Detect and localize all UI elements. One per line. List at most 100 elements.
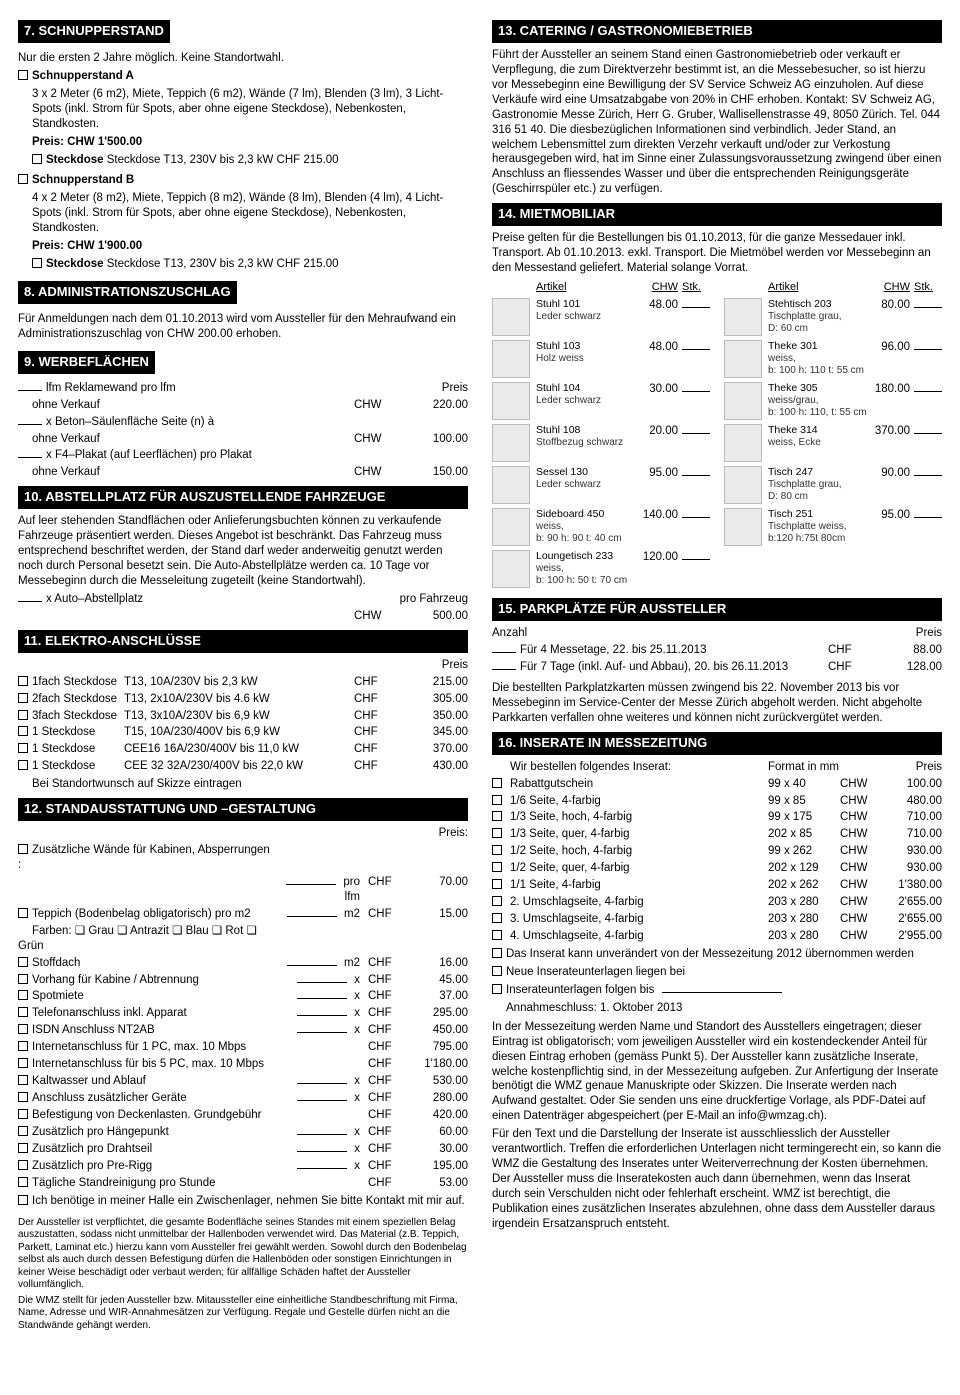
qty-blank[interactable] (297, 973, 347, 983)
qty-blank[interactable] (297, 1023, 347, 1033)
checkbox-icon[interactable] (18, 1160, 28, 1170)
checkbox-icon[interactable] (18, 1126, 28, 1136)
qty-blank[interactable] (286, 875, 336, 885)
checkbox-icon[interactable] (18, 990, 28, 1000)
table-row: Teppich (Bodenbelag obligatorisch) pro m… (18, 907, 468, 922)
qty-blank[interactable] (297, 1159, 347, 1169)
furniture-thumb (492, 508, 530, 546)
s7-b-steck: Steckdose T13, 230V bis 2,3 kW CHF 215.0… (107, 258, 339, 270)
table-row: Rabattgutschein99 x 40CHW100.00 (492, 777, 942, 792)
qty-blank[interactable] (287, 956, 337, 966)
s8-text: Für Anmeldungen nach dem 01.10.2013 wird… (18, 312, 468, 342)
qty-blank[interactable] (914, 424, 942, 434)
table-row: 1/1 Seite, 4-farbig202 x 262CHW1'380.00 (492, 878, 942, 893)
checkbox-icon[interactable] (18, 676, 28, 686)
checkbox-icon[interactable] (492, 778, 502, 788)
qty-blank[interactable] (682, 298, 710, 308)
checkbox-icon[interactable] (18, 1041, 28, 1051)
qty-blank[interactable] (914, 508, 942, 518)
checkbox-icon[interactable] (18, 957, 28, 967)
table-row: ISDN Anschluss NT2AB xCHF450.00 (18, 1023, 468, 1038)
qty-blank[interactable] (297, 1125, 347, 1135)
checkbox-icon[interactable] (18, 1058, 28, 1068)
qty-blank[interactable] (682, 424, 710, 434)
qty-blank[interactable] (682, 340, 710, 350)
checkbox-icon[interactable] (492, 828, 502, 838)
checkbox-icon[interactable] (18, 908, 28, 918)
left-column: 7. SCHNUPPERSTAND Nur die ersten 2 Jahre… (18, 14, 468, 1335)
table-row: Zusätzlich pro Hängepunkt xCHF60.00 (18, 1125, 468, 1140)
qty-blank[interactable] (297, 989, 347, 999)
checkbox-icon[interactable] (18, 70, 28, 80)
furniture-item: Loungetisch 233weiss,b: 100 h: 50 t: 70 … (492, 550, 710, 588)
s7-a-steck: Steckdose T13, 230V bis 2,3 kW CHF 215.0… (107, 154, 339, 166)
qty-blank[interactable] (18, 390, 42, 391)
qty-blank[interactable] (18, 457, 42, 458)
table-row: Vorhang für Kabine / Abtrennung xCHF45.0… (18, 973, 468, 988)
qty-blank[interactable] (914, 340, 942, 350)
furniture-item: Theke 305weiss/grau,b: 100 h: 110, t: 55… (724, 382, 942, 420)
checkbox-icon[interactable] (18, 693, 28, 703)
checkbox-icon[interactable] (492, 913, 502, 923)
checkbox-icon[interactable] (18, 1092, 28, 1102)
furniture-thumb (724, 340, 762, 378)
checkbox-icon[interactable] (492, 984, 502, 994)
furniture-item: Stuhl 101Leder schwarz48.00 (492, 298, 710, 336)
checkbox-icon[interactable] (18, 1143, 28, 1153)
section-16-title: 16. INSERATE IN MESSEZEITUNG (492, 732, 942, 755)
checkbox-icon[interactable] (492, 948, 502, 958)
qty-blank[interactable] (682, 466, 710, 476)
furniture-thumb (724, 382, 762, 420)
table-row: 1/2 Seite, hoch, 4-farbig99 x 262CHW930.… (492, 844, 942, 859)
table-row: Internetanschluss für bis 5 PC, max. 10 … (18, 1057, 468, 1072)
checkbox-icon[interactable] (18, 1177, 28, 1187)
table-row: Spotmiete xCHF37.00 (18, 989, 468, 1004)
checkbox-icon[interactable] (18, 760, 28, 770)
qty-blank[interactable] (492, 652, 516, 653)
checkbox-icon[interactable] (32, 258, 42, 268)
qty-blank[interactable] (914, 382, 942, 392)
checkbox-icon[interactable] (18, 710, 28, 720)
qty-blank[interactable] (297, 1006, 347, 1016)
checkbox-icon[interactable] (18, 726, 28, 736)
qty-blank[interactable] (682, 508, 710, 518)
checkbox-icon[interactable] (492, 879, 502, 889)
section-15-title: 15. PARKPLÄTZE FÜR AUSSTELLER (492, 598, 942, 621)
qty-blank[interactable] (18, 601, 42, 602)
furniture-item: Stehtisch 203Tischplatte grau,D: 60 cm80… (724, 298, 942, 336)
checkbox-icon[interactable] (18, 1024, 28, 1034)
checkbox-icon[interactable] (18, 1075, 28, 1085)
table-row: pro lfmCHF70.00 (18, 875, 468, 905)
qty-blank[interactable] (682, 550, 710, 560)
checkbox-icon[interactable] (492, 845, 502, 855)
qty-blank[interactable] (297, 1074, 347, 1084)
qty-blank[interactable] (287, 907, 337, 917)
checkbox-icon[interactable] (492, 811, 502, 821)
checkbox-icon[interactable] (18, 974, 28, 984)
checkbox-icon[interactable] (492, 966, 502, 976)
checkbox-icon[interactable] (18, 743, 28, 753)
qty-blank[interactable] (18, 424, 42, 425)
checkbox-icon[interactable] (18, 844, 28, 854)
checkbox-icon[interactable] (492, 795, 502, 805)
furniture-item: Stuhl 103Holz weiss48.00 (492, 340, 710, 378)
checkbox-icon[interactable] (32, 154, 42, 164)
qty-blank[interactable] (914, 466, 942, 476)
qty-blank[interactable] (682, 382, 710, 392)
checkbox-icon[interactable] (18, 1195, 28, 1205)
section-11-title: 11. ELEKTRO-ANSCHLÜSSE (18, 630, 468, 653)
checkbox-icon[interactable] (18, 174, 28, 184)
section-9-title: 9. WERBEFLÄCHEN (18, 351, 155, 374)
qty-blank[interactable] (492, 669, 516, 670)
qty-blank[interactable] (297, 1091, 347, 1101)
table-row: Tägliche Standreinigung pro StundeCHF53.… (18, 1176, 468, 1191)
furniture-thumb (724, 466, 762, 504)
checkbox-icon[interactable] (492, 930, 502, 940)
qty-blank[interactable] (297, 1142, 347, 1152)
checkbox-icon[interactable] (492, 862, 502, 872)
checkbox-icon[interactable] (492, 896, 502, 906)
date-blank[interactable] (662, 983, 782, 993)
qty-blank[interactable] (914, 298, 942, 308)
checkbox-icon[interactable] (18, 1007, 28, 1017)
checkbox-icon[interactable] (18, 1109, 28, 1119)
